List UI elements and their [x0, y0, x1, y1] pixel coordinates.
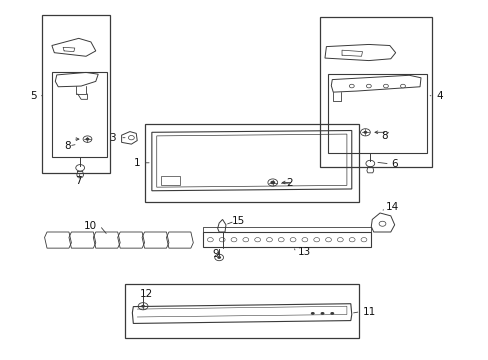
Circle shape — [366, 84, 370, 88]
Bar — [328, 74, 427, 153]
Text: 7: 7 — [75, 176, 82, 186]
Text: 9: 9 — [212, 248, 219, 258]
Text: 13: 13 — [298, 247, 311, 257]
Text: 5: 5 — [30, 91, 37, 101]
Text: 6: 6 — [390, 159, 397, 169]
Circle shape — [400, 84, 405, 88]
Bar — [42, 15, 110, 173]
Circle shape — [383, 84, 387, 88]
Text: 4: 4 — [435, 91, 442, 101]
Bar — [320, 17, 431, 167]
Circle shape — [217, 256, 221, 259]
Circle shape — [363, 131, 366, 134]
Text: 8: 8 — [64, 141, 71, 151]
Bar — [125, 284, 358, 338]
Text: 15: 15 — [231, 216, 244, 226]
Text: 8: 8 — [381, 131, 387, 141]
Text: 10: 10 — [84, 221, 97, 230]
Text: 12: 12 — [140, 289, 153, 299]
Circle shape — [270, 181, 275, 184]
Circle shape — [320, 312, 324, 315]
Circle shape — [310, 312, 314, 315]
Bar — [160, 176, 180, 185]
Text: 2: 2 — [286, 178, 293, 188]
Circle shape — [85, 138, 89, 140]
Circle shape — [330, 312, 333, 315]
Text: 11: 11 — [362, 307, 375, 316]
Text: 3: 3 — [109, 133, 116, 143]
Text: 14: 14 — [385, 202, 398, 212]
Circle shape — [141, 305, 145, 308]
Text: 1: 1 — [133, 158, 140, 168]
Bar — [52, 72, 107, 157]
Circle shape — [348, 84, 353, 88]
Bar — [144, 125, 358, 202]
